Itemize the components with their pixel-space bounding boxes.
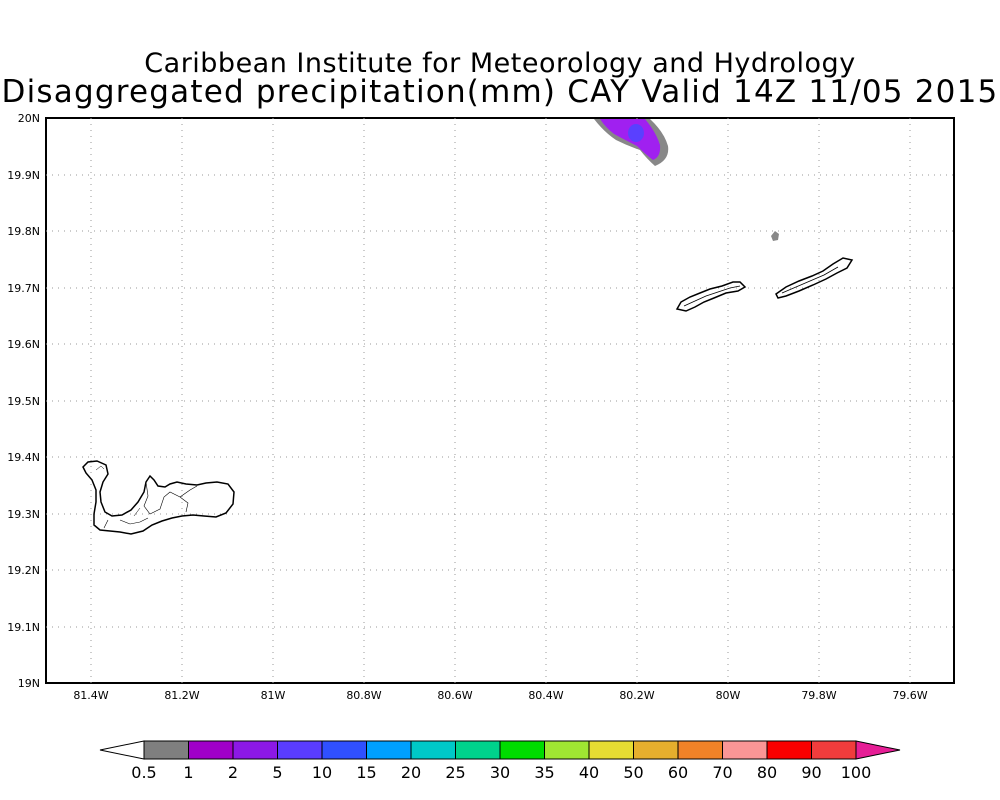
colorbar-label: 80 xyxy=(757,763,777,782)
lat-label: 19.1N xyxy=(7,621,40,634)
map-grid xyxy=(46,118,954,683)
colorbar-label: 60 xyxy=(668,763,688,782)
lat-label: 19.4N xyxy=(7,451,40,464)
colorbar-swatch xyxy=(677,740,723,760)
colorbar-swatch xyxy=(633,740,679,760)
lat-label: 19.8N xyxy=(7,225,40,238)
colorbar-label: 35 xyxy=(534,763,554,782)
lon-label: 80.6W xyxy=(437,689,472,702)
colorbar-label: 2 xyxy=(228,763,238,782)
lat-label: 19.2N xyxy=(7,564,40,577)
colorbar-swatch xyxy=(366,740,412,760)
colorbar-label: 20 xyxy=(401,763,421,782)
colorbar-label: 25 xyxy=(445,763,465,782)
colorbar-swatch xyxy=(321,740,367,760)
colorbar-label: 70 xyxy=(712,763,732,782)
lat-label: 19.9N xyxy=(7,169,40,182)
colorbar-label: 30 xyxy=(490,763,510,782)
colorbar-label: 100 xyxy=(841,763,872,782)
colorbar-label: 50 xyxy=(623,763,643,782)
colorbar-swatch xyxy=(722,740,768,760)
colorbar-label: 5 xyxy=(272,763,282,782)
title-institute: Caribbean Institute for Meteorology and … xyxy=(144,48,856,79)
colorbar-swatch xyxy=(232,740,278,760)
colorbar-swatch xyxy=(455,740,501,760)
lat-label: 20N xyxy=(18,112,40,125)
lon-label: 80.2W xyxy=(619,689,654,702)
lat-label: 19N xyxy=(18,677,40,690)
lat-label: 19.6N xyxy=(7,338,40,351)
lon-label: 80.8W xyxy=(346,689,381,702)
colorbar-label: 15 xyxy=(356,763,376,782)
lon-label: 79.8W xyxy=(801,689,836,702)
precip-area-north xyxy=(594,119,669,166)
lon-label: 80.4W xyxy=(528,689,563,702)
colorbar-swatch xyxy=(143,740,189,760)
lon-label: 81.2W xyxy=(164,689,199,702)
grand-cayman-island xyxy=(82,460,235,535)
colorbar-label: 0.5 xyxy=(131,763,156,782)
colorbar-swatch xyxy=(499,740,545,760)
colorbar-swatch xyxy=(188,740,234,760)
colorbar-swatch xyxy=(855,740,901,760)
lon-label: 81W xyxy=(261,689,286,702)
lon-label: 81.4W xyxy=(73,689,108,702)
colorbar-swatch xyxy=(766,740,812,760)
lon-label: 79.6W xyxy=(892,689,927,702)
colorbar xyxy=(99,740,901,760)
colorbar-label: 90 xyxy=(801,763,821,782)
lat-label: 19.5N xyxy=(7,395,40,408)
colorbar-swatch xyxy=(544,740,590,760)
lon-label: 80W xyxy=(716,689,741,702)
little-cayman-island xyxy=(675,281,747,312)
colorbar-label: 10 xyxy=(312,763,332,782)
colorbar-label: 1 xyxy=(183,763,193,782)
colorbar-swatch xyxy=(99,740,145,760)
colorbar-swatch xyxy=(588,740,634,760)
cayman-brac-island xyxy=(775,257,854,299)
title-product: Disaggregated precipitation(mm) CAY Vali… xyxy=(1,74,999,110)
lat-label: 19.3N xyxy=(7,508,40,521)
colorbar-swatch xyxy=(811,740,857,760)
colorbar-swatch xyxy=(410,740,456,760)
colorbar-label: 40 xyxy=(579,763,599,782)
precip-area-small xyxy=(771,231,779,241)
lat-label: 19.7N xyxy=(7,282,40,295)
colorbar-swatch xyxy=(277,740,323,760)
